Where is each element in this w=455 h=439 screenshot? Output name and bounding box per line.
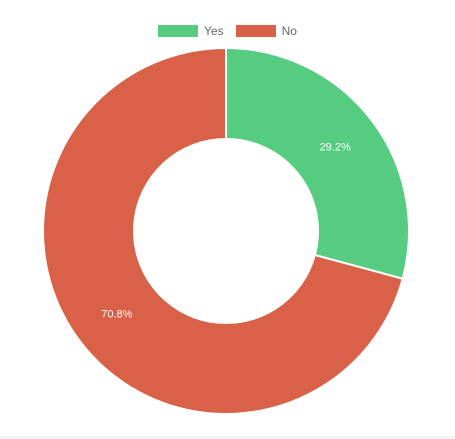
slice-label-no: 70.8% bbox=[101, 308, 132, 320]
legend-label-yes: Yes bbox=[204, 24, 224, 38]
slice-yes[interactable] bbox=[225, 46, 410, 280]
doughnut-slices bbox=[42, 46, 410, 415]
legend-label-no: No bbox=[281, 24, 297, 38]
legend-item-yes[interactable]: Yes bbox=[158, 24, 224, 38]
legend-swatch-yes bbox=[158, 25, 199, 37]
slice-no[interactable] bbox=[42, 46, 404, 415]
legend-swatch-no bbox=[235, 25, 276, 37]
doughnut-labels: 29.2% 70.8% bbox=[101, 141, 351, 320]
slice-label-yes: 29.2% bbox=[320, 141, 351, 153]
bottom-divider bbox=[0, 436, 455, 439]
legend-item-no[interactable]: No bbox=[235, 24, 297, 38]
chart-legend: Yes No bbox=[0, 24, 455, 38]
